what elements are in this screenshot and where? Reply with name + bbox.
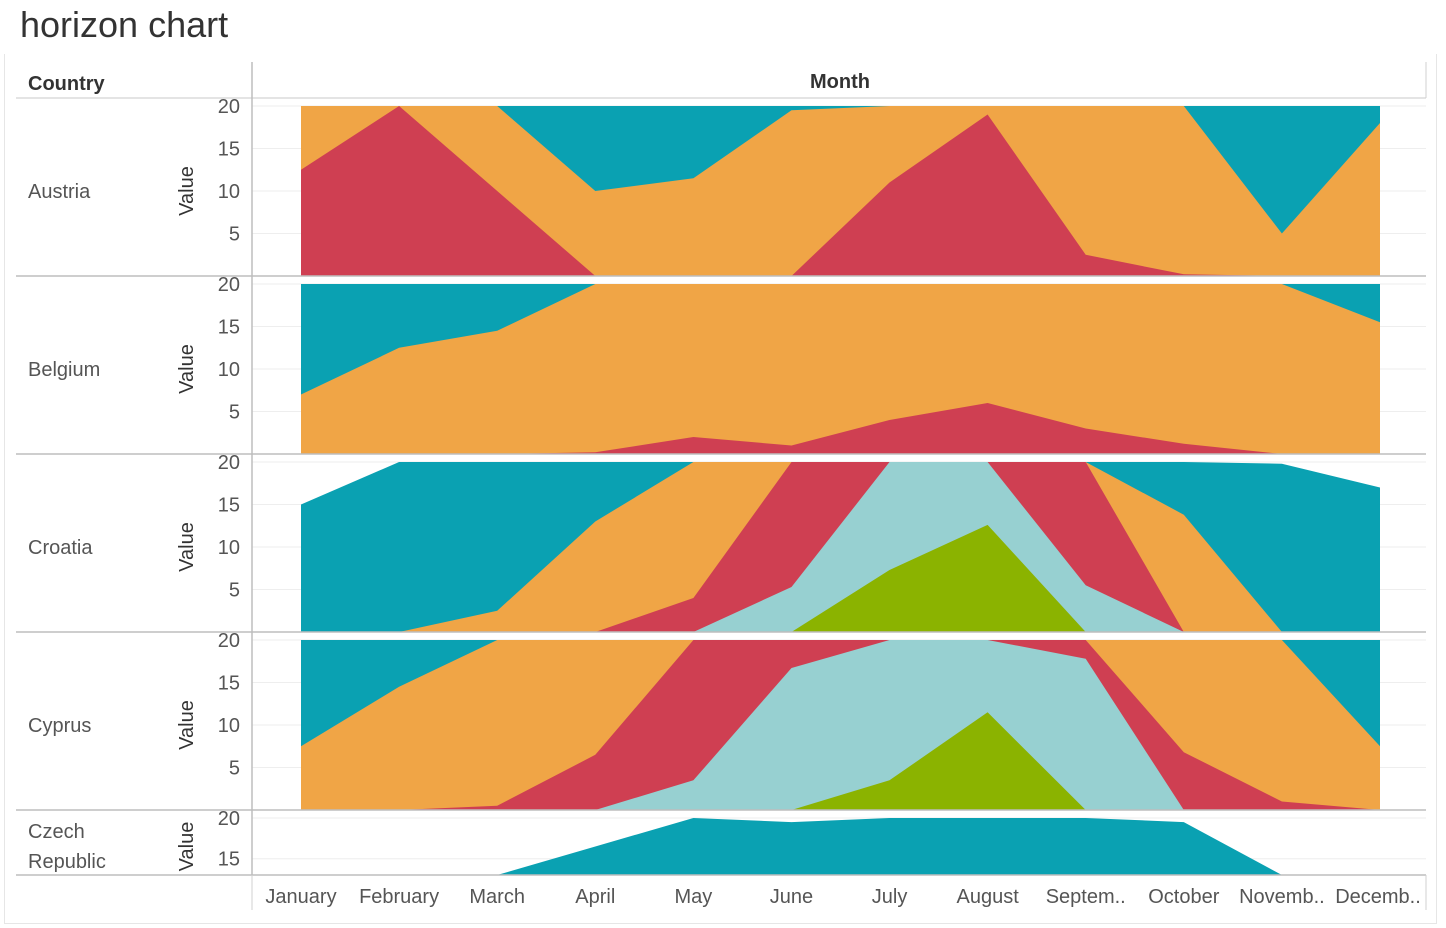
column-header-label: Month <box>810 71 870 93</box>
y-axis-title: Value <box>176 344 198 394</box>
x-tick-label: Decemb.. <box>1335 886 1421 908</box>
x-tick-label: October <box>1148 886 1219 908</box>
row-label-croatia: Croatia <box>28 537 93 559</box>
y-tick-label: 15 <box>218 673 240 695</box>
horizon-band-2 <box>301 106 1380 276</box>
row-label-belgium: Belgium <box>28 359 100 381</box>
y-tick-label: 10 <box>218 181 240 203</box>
x-tick-label: March <box>469 886 525 908</box>
x-tick-label: August <box>957 886 1020 908</box>
row-label-austria: Austria <box>28 181 91 203</box>
row-header-label: Country <box>28 73 106 95</box>
row-label-cyprus: Cyprus <box>28 715 91 737</box>
y-tick-label: 15 <box>218 495 240 517</box>
page-title: horizon chart <box>20 4 229 45</box>
horizon-band-3 <box>301 403 1380 454</box>
y-tick-label: 15 <box>218 317 240 339</box>
y-tick-label: 15 <box>218 139 240 161</box>
y-tick-label: 20 <box>218 808 240 830</box>
y-axis-title: Value <box>176 700 198 750</box>
y-tick-label: 20 <box>218 630 240 652</box>
x-tick-label: Novemb.. <box>1239 886 1325 908</box>
x-tick-label: April <box>575 886 615 908</box>
x-tick-label: July <box>872 886 908 908</box>
horizon-band-4 <box>301 640 1380 810</box>
horizon-band-5 <box>301 524 1380 632</box>
x-tick-label: January <box>265 886 336 908</box>
horizon-band-2 <box>301 284 1380 454</box>
y-axis-title: Value <box>176 822 198 872</box>
x-tick-label: May <box>674 886 712 908</box>
y-axis-title: Value <box>176 166 198 216</box>
horizon-band-1 <box>301 818 1380 875</box>
horizon-band-3 <box>301 106 1380 276</box>
y-tick-label: 20 <box>218 274 240 296</box>
y-tick-label: 5 <box>229 224 240 246</box>
y-tick-label: 10 <box>218 715 240 737</box>
y-tick-label: 5 <box>229 402 240 424</box>
horizon-band-4 <box>301 462 1380 632</box>
y-tick-label: 5 <box>229 580 240 602</box>
row-label-line: Republic <box>28 851 106 873</box>
x-tick-label: February <box>359 886 439 908</box>
y-tick-label: 20 <box>218 452 240 474</box>
y-tick-label: 20 <box>218 96 240 118</box>
x-tick-label: June <box>770 886 813 908</box>
y-axis-title: Value <box>176 522 198 572</box>
row-label-line: Czech <box>28 821 85 843</box>
y-tick-label: 10 <box>218 359 240 381</box>
y-tick-label: 15 <box>218 849 240 871</box>
x-tick-label: Septem.. <box>1046 886 1126 908</box>
y-tick-label: 5 <box>229 758 240 780</box>
y-tick-label: 10 <box>218 537 240 559</box>
